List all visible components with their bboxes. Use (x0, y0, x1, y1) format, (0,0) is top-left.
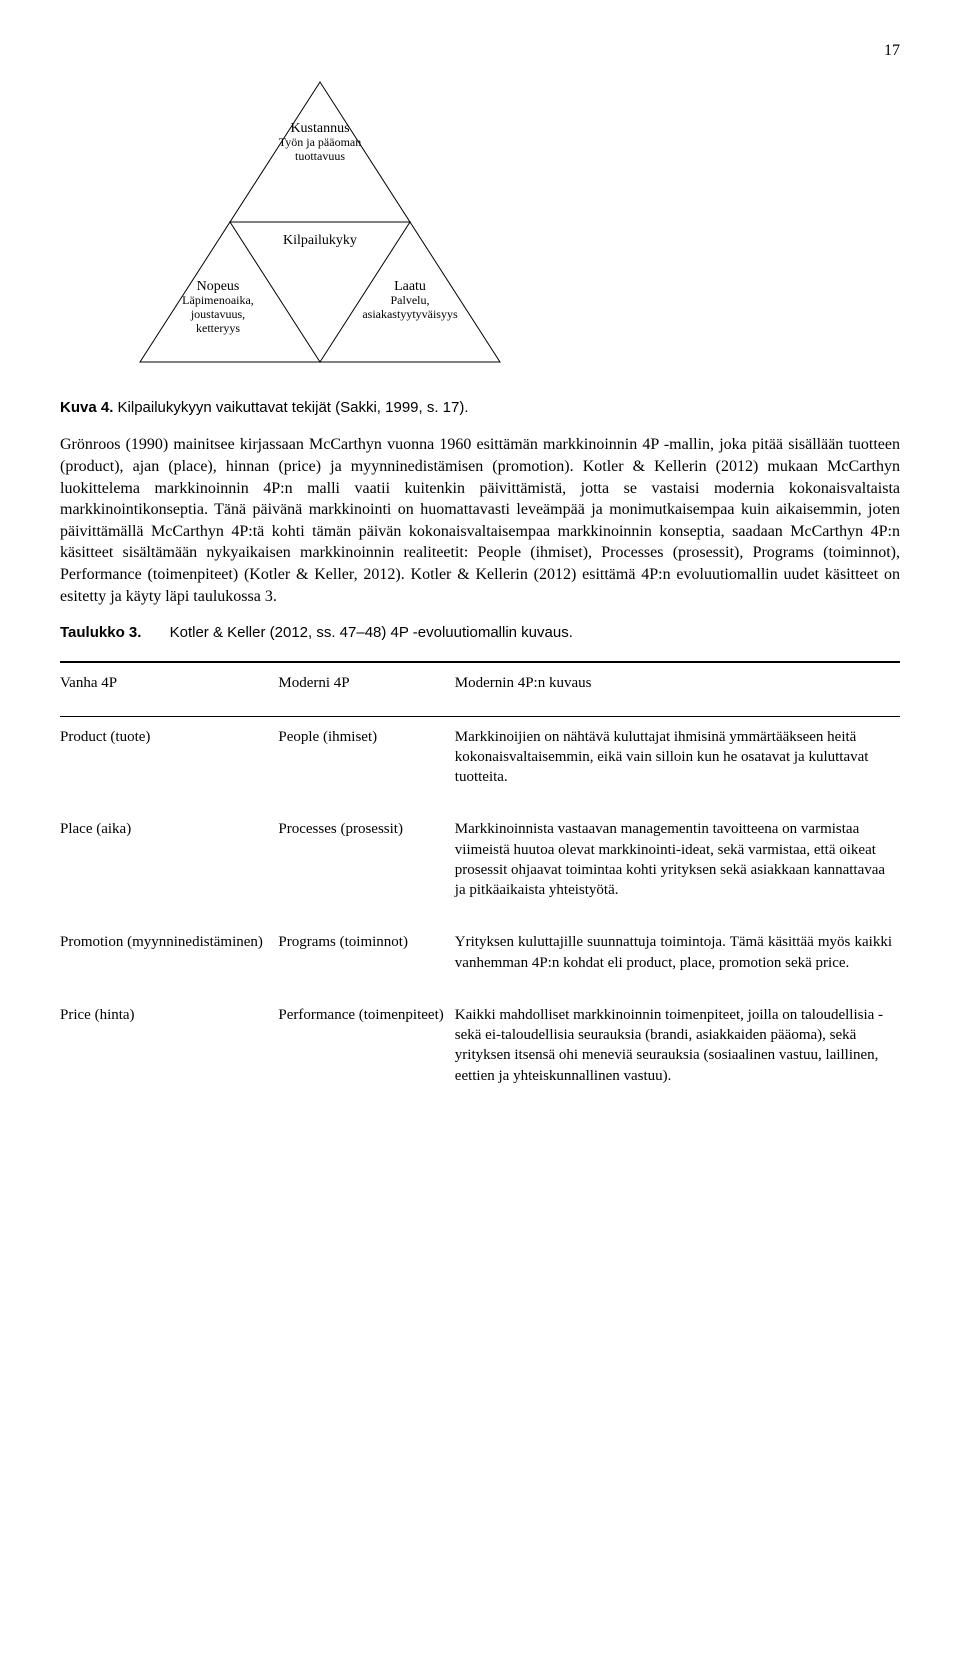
svg-text:ketteryys: ketteryys (196, 321, 240, 335)
svg-text:joustavuus,: joustavuus, (190, 307, 245, 321)
table-row: Promotion (myynninedistäminen)Programs (… (60, 922, 900, 995)
table-cell-old: Price (hinta) (60, 995, 278, 1108)
svg-text:asiakastyytyväisyys: asiakastyytyväisyys (362, 307, 458, 321)
svg-text:Työn ja pääoman: Työn ja pääoman (279, 135, 361, 149)
svg-text:Kilpailukyky: Kilpailukyky (283, 233, 357, 248)
svg-text:Kustannus: Kustannus (290, 121, 349, 136)
svg-text:Läpimenoaika,: Läpimenoaika, (182, 293, 254, 307)
table-header-row: Vanha 4P Moderni 4P Modernin 4P:n kuvaus (60, 663, 900, 716)
svg-text:Palvelu,: Palvelu, (391, 293, 430, 307)
table-cell-desc: Yrityksen kuluttajille suunnattuja toimi… (455, 922, 900, 995)
table-row: Place (aika)Processes (prosessit)Markkin… (60, 809, 900, 922)
table-cell-old: Promotion (myynninedistäminen) (60, 922, 278, 995)
table-cell-old: Product (tuote) (60, 716, 278, 809)
table-header: Vanha 4P (60, 663, 278, 716)
table-cell-old: Place (aika) (60, 809, 278, 922)
table-caption: Taulukko 3. Kotler & Keller (2012, ss. 4… (60, 623, 900, 643)
table-cell-modern: Processes (prosessit) (278, 809, 454, 922)
table-cell-modern: Programs (toiminnot) (278, 922, 454, 995)
triangle-svg: KustannusTyön ja pääomantuottavuus Kilpai… (100, 72, 540, 372)
table-row: Price (hinta)Performance (toimenpiteet)K… (60, 995, 900, 1108)
table-caption-text: Kotler & Keller (2012, ss. 47–48) 4P -ev… (170, 624, 573, 641)
table-header: Modernin 4P:n kuvaus (455, 663, 900, 716)
table-row: Product (tuote)People (ihmiset)Markkinoi… (60, 716, 900, 809)
svg-text:Nopeus: Nopeus (197, 279, 240, 294)
table-cell-modern: People (ihmiset) (278, 716, 454, 809)
figure-caption-label: Kuva 4. (60, 399, 113, 416)
body-paragraph: Grönroos (1990) mainitsee kirjassaan McC… (60, 434, 900, 607)
table-cell-desc: Markkinoijien on nähtävä kuluttajat ihmi… (455, 716, 900, 809)
table-cell-modern: Performance (toimenpiteet) (278, 995, 454, 1108)
figure-caption-text: Kilpailukykyyn vaikuttavat tekijät (Sakk… (118, 399, 469, 416)
figure-caption: Kuva 4. Kilpailukykyyn vaikuttavat tekij… (60, 398, 900, 418)
svg-text:Laatu: Laatu (394, 279, 426, 294)
table-caption-label: Taulukko 3. (60, 624, 141, 641)
table-cell-desc: Kaikki mahdolliset markkinoinnin toimenp… (455, 995, 900, 1108)
page-number: 17 (60, 40, 900, 62)
table-cell-desc: Markkinoinnista vastaavan managementin t… (455, 809, 900, 922)
evolution-table: Vanha 4P Moderni 4P Modernin 4P:n kuvaus… (60, 662, 900, 1108)
triangle-diagram: KustannusTyön ja pääomantuottavuus Kilpai… (100, 72, 900, 379)
table-header: Moderni 4P (278, 663, 454, 716)
svg-text:tuottavuus: tuottavuus (295, 149, 345, 163)
